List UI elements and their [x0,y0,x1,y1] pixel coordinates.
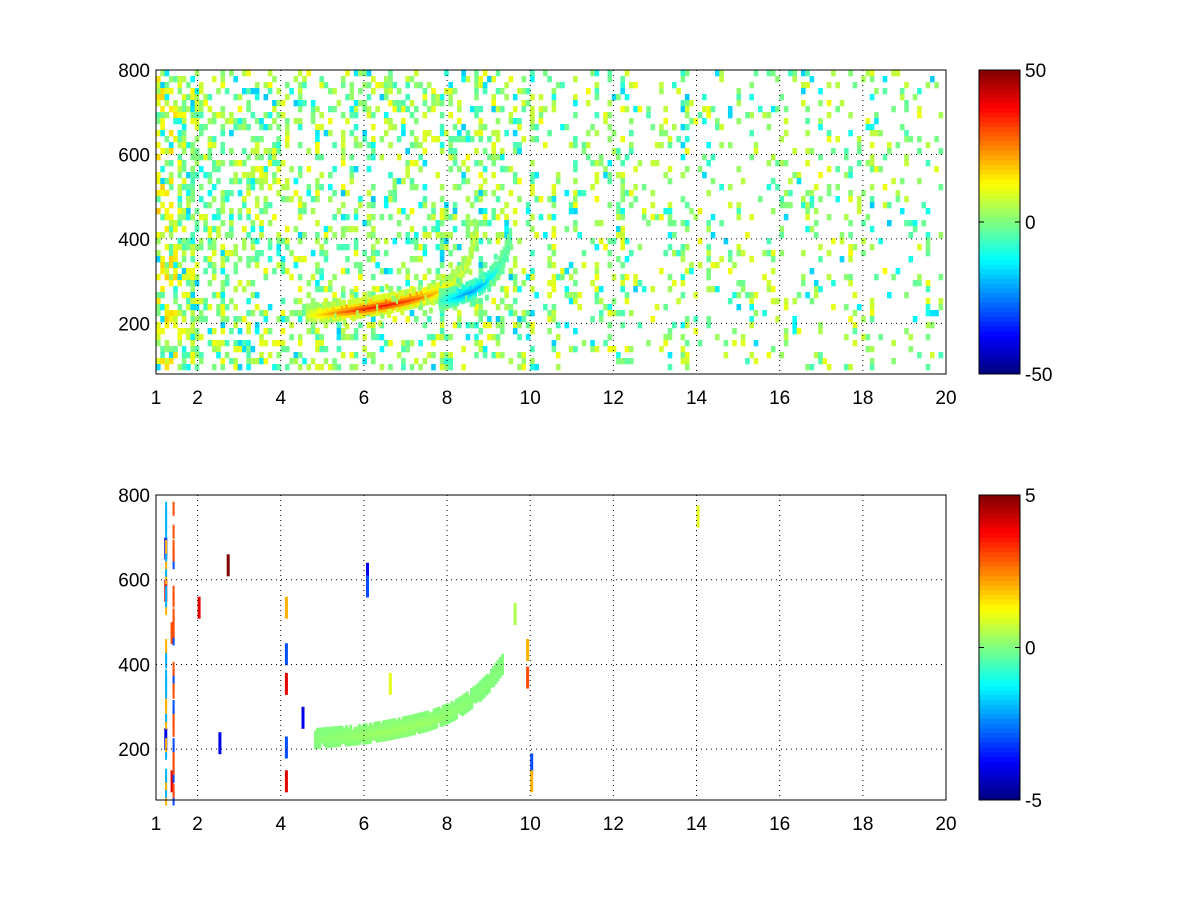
y-tick-label: 800 [118,61,150,82]
x-tick-label: 16 [769,388,790,409]
x-tick-label: 10 [520,814,541,835]
colorbar-tick-label: -50 [1025,365,1052,386]
x-tick-label: 8 [442,814,453,835]
x-tick-label: 20 [935,388,956,409]
colorbar-tick-label: 5 [1025,486,1036,507]
colorbar-tick-label: 50 [1025,61,1046,82]
y-tick-label: 600 [118,571,150,592]
heatmap-cells [164,501,700,806]
x-tick-label: 12 [603,388,624,409]
y-tick-label: 200 [118,740,150,761]
colorbar: -5 0 5 [978,486,1042,812]
x-tick-label: 16 [769,814,790,835]
x-tick-label: 1 [151,814,162,835]
grid [156,70,946,374]
y-tick-label: 400 [118,655,150,676]
colorbar: -50 0 50 [978,61,1052,386]
y-tick-label: 400 [118,230,150,251]
x-tick-label: 14 [686,388,708,409]
x-tick-label: 20 [935,814,956,835]
plot-area [156,495,946,800]
plot-frame [155,494,947,801]
x-tick-label: 4 [275,814,286,835]
x-tick-label: 6 [359,388,370,409]
colorbar-tick-label: 0 [1025,213,1036,234]
ridge-near-zero [314,654,504,750]
plot-frame [155,69,947,375]
x-tick-label: 1 [151,388,162,409]
colorbar-tick-label: -5 [1025,791,1042,812]
y-tick-label: 800 [118,486,150,507]
x-tick-label: 6 [359,814,370,835]
x-tick-label: 2 [192,814,203,835]
x-tick-label: 14 [686,814,708,835]
x-tick-label: 8 [442,388,453,409]
x-tick-label: 2 [192,388,203,409]
x-tick-label: 12 [603,814,624,835]
x-tick-label: 18 [852,814,873,835]
x-tick-label: 4 [275,388,286,409]
y-tick-label: 600 [118,145,150,166]
x-tick-label: 18 [852,388,873,409]
grid [156,495,946,800]
y-tick-label: 200 [118,314,150,335]
x-tick-label: 10 [520,388,541,409]
heatmap-cells [156,70,944,371]
colorbar-tick-label: 0 [1025,639,1036,660]
